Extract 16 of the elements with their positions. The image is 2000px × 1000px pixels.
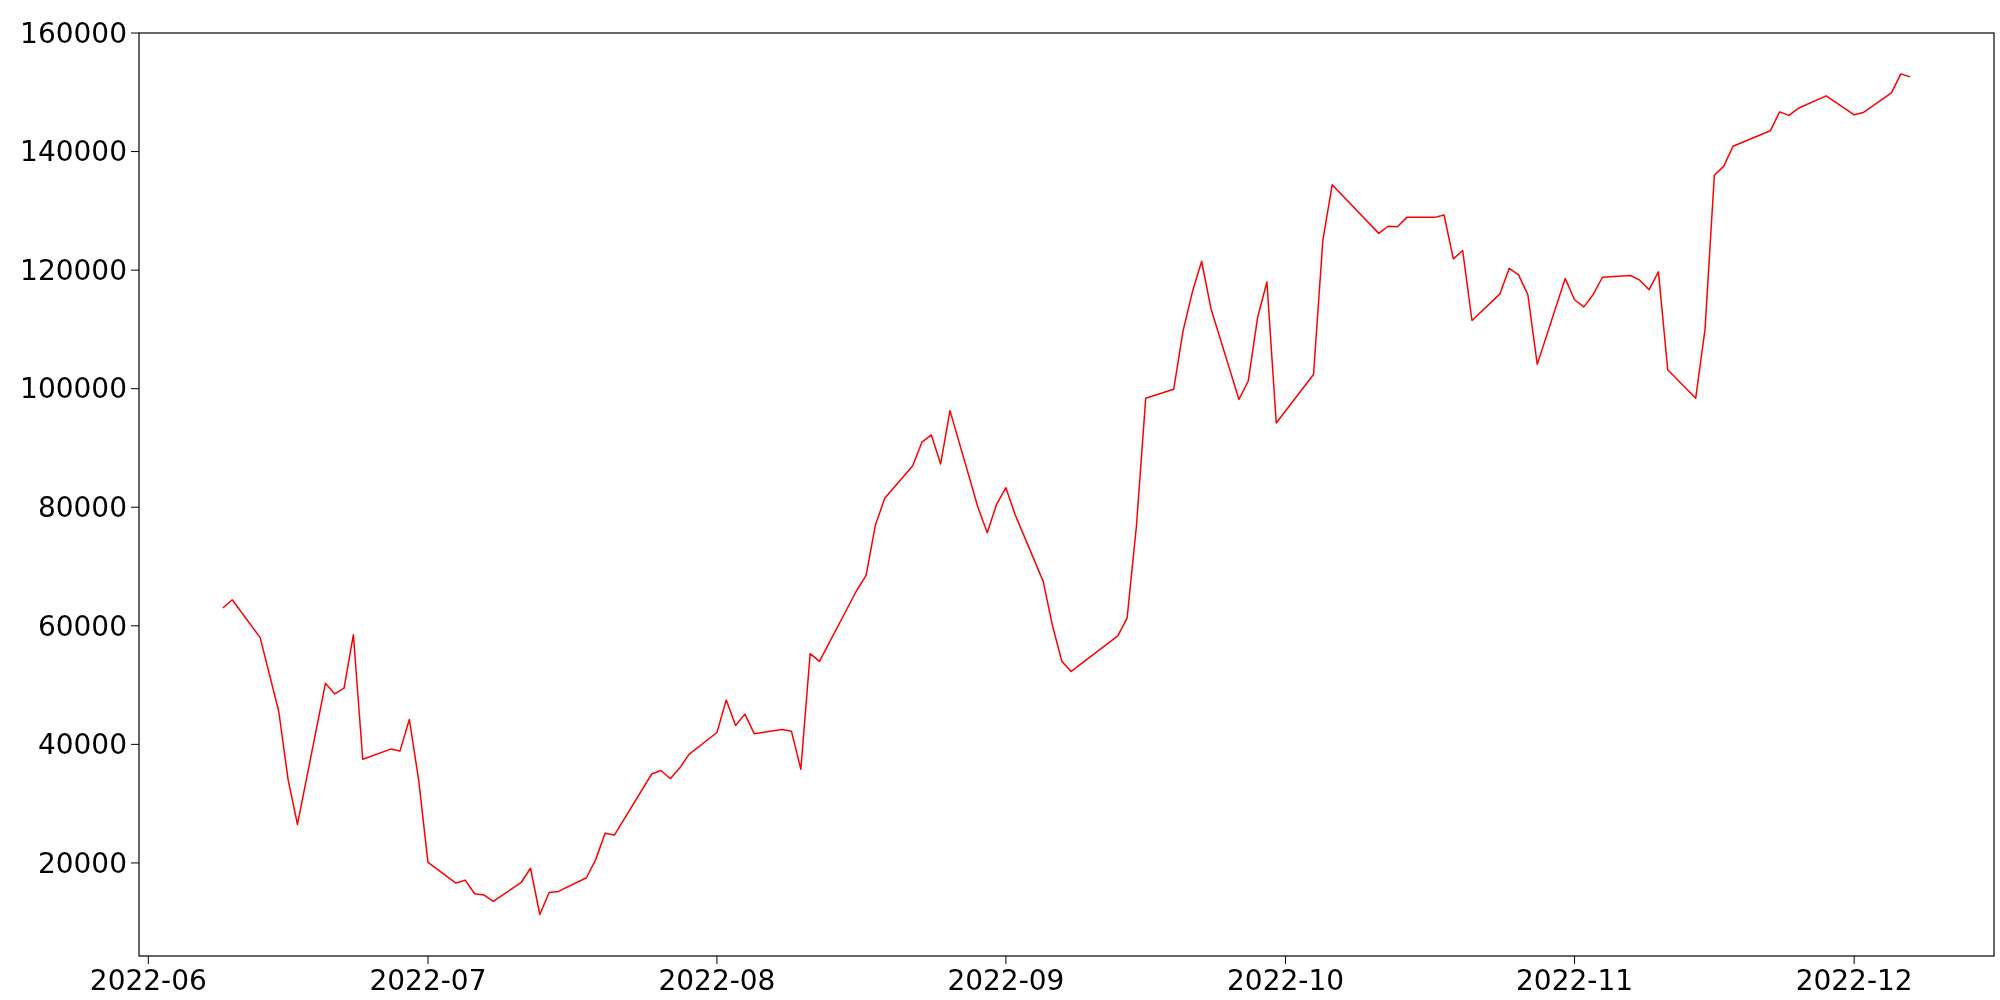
- line-series: [222, 73, 1911, 916]
- y-tick-label: 60000: [37, 609, 127, 643]
- y-tick-label: 20000: [37, 846, 127, 880]
- y-tick-label: 100000: [20, 372, 127, 406]
- x-tick-label: 2022-07: [369, 964, 487, 997]
- y-tick-label: 160000: [20, 16, 127, 50]
- y-tick-label: 140000: [20, 135, 127, 169]
- x-tick-label: 2022-11: [1516, 964, 1634, 997]
- y-tick-label: 120000: [20, 253, 127, 287]
- y-tick-label: 40000: [37, 728, 127, 762]
- x-tick-label: 2022-12: [1795, 964, 1913, 997]
- x-tick-label: 2022-06: [89, 964, 207, 997]
- y-tick-label: 80000: [37, 491, 127, 525]
- x-tick-label: 2022-10: [1227, 964, 1345, 997]
- x-tick-label: 2022-09: [947, 964, 1065, 997]
- x-tick-label: 2022-08: [658, 964, 776, 997]
